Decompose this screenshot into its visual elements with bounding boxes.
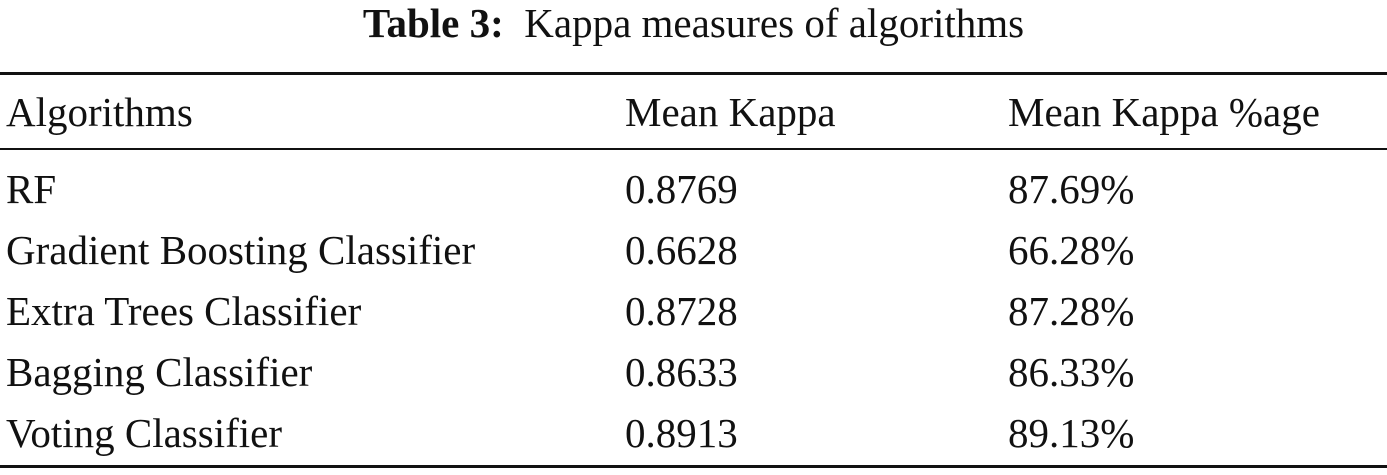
table-cell: 0.8769 <box>625 166 738 212</box>
table-cell: 0.8633 <box>625 349 738 395</box>
table-cell: 0.6628 <box>625 227 738 273</box>
table-cell: 86.33% <box>1008 349 1135 395</box>
top-rule <box>0 72 1387 75</box>
header-cell: Mean Kappa <box>625 89 836 135</box>
table-cell: RF <box>6 166 57 212</box>
bottom-rule <box>0 465 1387 468</box>
table-cell: Voting Classifier <box>6 410 282 456</box>
header-rule <box>0 148 1387 150</box>
header-cell: Mean Kappa %age <box>1008 89 1320 135</box>
table-cell: 0.8728 <box>625 288 738 334</box>
caption-label: Table 3: <box>362 0 504 46</box>
header-cell: Algorithms <box>6 89 193 135</box>
table-cell: 89.13% <box>1008 410 1135 456</box>
table-cell: 87.28% <box>1008 288 1135 334</box>
table-cell: Extra Trees Classifier <box>6 288 362 334</box>
table-cell: Gradient Boosting Classifier <box>6 227 476 273</box>
table-cell: 0.8913 <box>625 410 738 456</box>
table-cell: Bagging Classifier <box>6 349 313 395</box>
caption-title: Kappa measures of algorithms <box>524 0 1025 46</box>
table-caption: Table 3: Kappa measures of algorithms <box>0 0 1387 46</box>
table-cell: 87.69% <box>1008 166 1135 212</box>
table-cell: 66.28% <box>1008 227 1135 273</box>
